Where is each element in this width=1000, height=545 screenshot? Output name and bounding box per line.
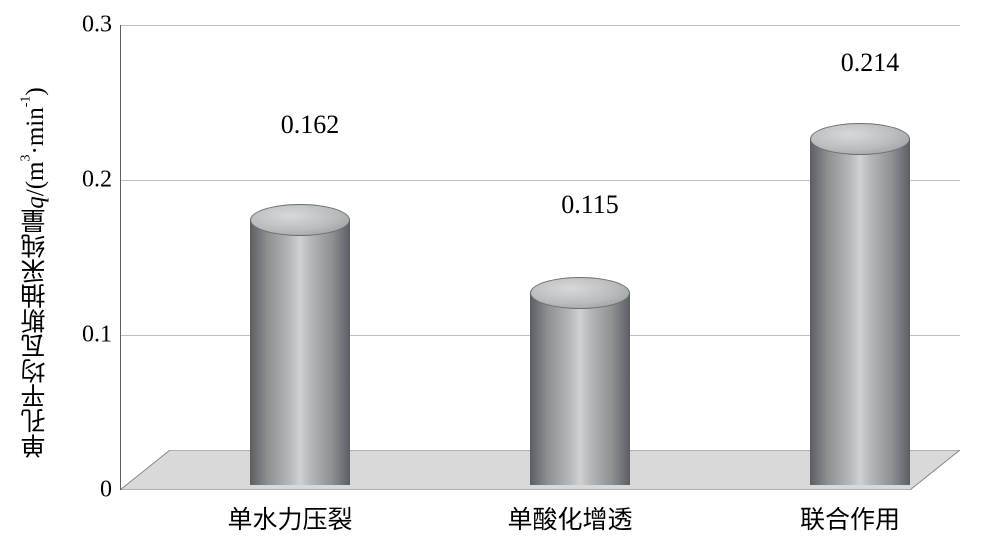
y-tick-label: 0.2 — [32, 167, 112, 194]
y-tick-label: 0 — [32, 477, 112, 504]
y-tick-label: 0.3 — [32, 12, 112, 39]
x-tick-label: 联合作用 — [800, 500, 900, 536]
bar-value-label: 0.214 — [841, 48, 900, 78]
y-axis-line — [120, 25, 121, 490]
x-tick-label: 单水力压裂 — [227, 500, 352, 536]
bar-value-label: 0.115 — [561, 190, 619, 220]
y-axis-title: 单孔平均瓦斯抽采纯量q/(m3·min-1) — [18, 87, 54, 458]
gridline — [120, 25, 960, 26]
bar-value-label: 0.162 — [281, 110, 340, 140]
x-tick-label: 单酸化增透 — [507, 500, 632, 536]
y-tick-label: 0.1 — [32, 322, 112, 349]
bar-chart-3d: 单孔平均瓦斯抽采纯量q/(m3·min-1) 0.3 0.2 0.1 0 0.1… — [0, 0, 1000, 545]
